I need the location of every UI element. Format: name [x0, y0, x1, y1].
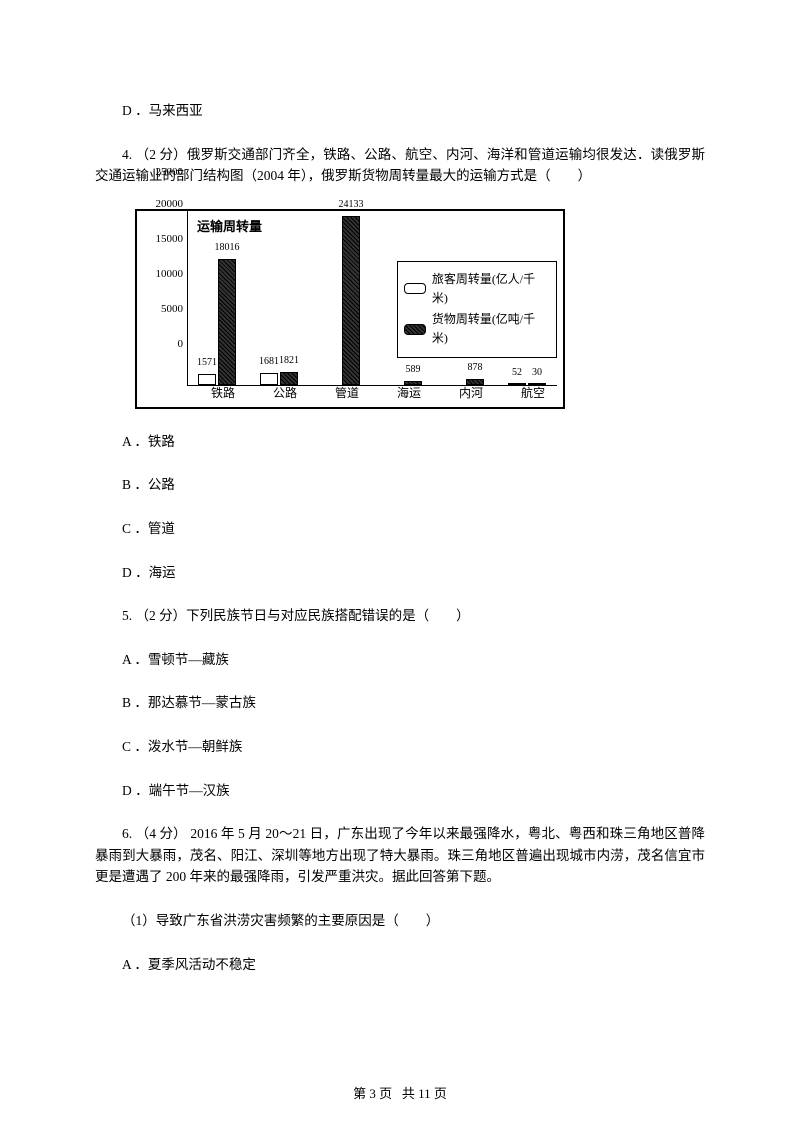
- bar-freight-2: 24133: [342, 216, 360, 385]
- legend-passenger: 旅客周转量(亿人/千米): [404, 270, 550, 308]
- footer-page: 第 3 页: [353, 1086, 392, 1101]
- q6-sub1: （1）导致广东省洪涝灾害频繁的主要原因是（ ）: [95, 910, 705, 932]
- bar-passenger-value-5: 52: [512, 365, 522, 381]
- legend-freight: 货物周转量(亿吨/千米): [404, 310, 550, 348]
- russia-transport-chart: 运输周转量 0 5000 10000 15000 20000 25000 157…: [135, 209, 565, 409]
- x-label-5: 航空: [508, 384, 558, 403]
- x-label-3: 海运: [384, 384, 434, 403]
- ytick-2: 10000: [156, 266, 184, 284]
- x-label-1: 公路: [260, 384, 310, 403]
- q4-option-d: D ．海运: [95, 562, 705, 584]
- x-label-2: 管道: [322, 384, 372, 403]
- bar-freight-value-2: 24133: [339, 197, 364, 213]
- ytick-3: 15000: [156, 231, 184, 249]
- bar-passenger-value-1: 1681: [259, 354, 279, 370]
- x-label-0: 铁路: [198, 384, 248, 403]
- chart-legend: 旅客周转量(亿人/千米) 货物周转量(亿吨/千米): [397, 261, 557, 358]
- q4-text: 俄罗斯交通部门齐全，铁路、公路、航空、内河、海洋和管道运输均很发达．读俄罗斯交通…: [95, 147, 705, 184]
- q5-option-d: D ．端午节—汉族: [95, 780, 705, 802]
- q4-prefix: 4. （2 分）: [122, 147, 187, 162]
- bar-freight-value-3: 589: [406, 362, 421, 378]
- ytick-5: 25000: [156, 164, 184, 182]
- q4-stem: 4. （2 分）俄罗斯交通部门齐全，铁路、公路、航空、内河、海洋和管道运输均很发…: [95, 144, 705, 187]
- x-label-4: 内河: [446, 384, 496, 403]
- q5-option-a: A ．雪顿节—藏族: [95, 649, 705, 671]
- q6-prefix: 6. （4 分）: [122, 826, 187, 841]
- bar-freight-value-4: 878: [468, 360, 483, 376]
- footer-total: 共 11 页: [402, 1086, 447, 1101]
- ytick-4: 20000: [156, 196, 184, 214]
- q5-stem: 5. （2 分）下列民族节日与对应民族搭配错误的是（ ）: [95, 605, 705, 627]
- q6-stem: 6. （4 分） 2016 年 5 月 20～21 日，广东出现了今年以来最强降…: [95, 823, 705, 888]
- legend-passenger-label: 旅客周转量(亿人/千米): [432, 270, 550, 308]
- q5-option-b: B ．那达慕节—蒙古族: [95, 692, 705, 714]
- bar-freight-value-5: 30: [532, 365, 542, 381]
- page-footer: 第 3 页 共 11 页: [0, 1083, 800, 1102]
- bar-freight-value-0: 18016: [215, 240, 240, 256]
- ytick-1: 5000: [161, 301, 183, 319]
- q6-option-a: A ．夏季风活动不稳定: [95, 954, 705, 976]
- legend-swatch-passenger: [404, 283, 426, 294]
- bar-freight-0: 18016: [218, 259, 236, 385]
- q5-prefix: 5. （2 分）: [122, 608, 186, 623]
- bar-passenger-value-0: 1571: [197, 355, 217, 371]
- q4-option-b: B ．公路: [95, 474, 705, 496]
- chart-y-axis: 0 5000 10000 15000 20000 25000: [137, 211, 187, 386]
- q4-option-c: C ．管道: [95, 518, 705, 540]
- bar-freight-value-1: 1821: [279, 353, 299, 369]
- q4-option-a: A ．铁路: [95, 431, 705, 453]
- q6-text: 2016 年 5 月 20～21 日，广东出现了今年以来最强降水，粤北、粤西和珠…: [95, 826, 705, 884]
- legend-freight-label: 货物周转量(亿吨/千米): [432, 310, 550, 348]
- ytick-0: 0: [178, 336, 184, 354]
- q5-text: 下列民族节日与对应民族搭配错误的是（ ）: [186, 608, 470, 623]
- q5-option-c: C ．泼水节—朝鲜族: [95, 736, 705, 758]
- q3-option-d: D ．马来西亚: [95, 100, 705, 122]
- legend-swatch-freight: [404, 324, 426, 335]
- chart-frame: 运输周转量 0 5000 10000 15000 20000 25000 157…: [135, 209, 565, 409]
